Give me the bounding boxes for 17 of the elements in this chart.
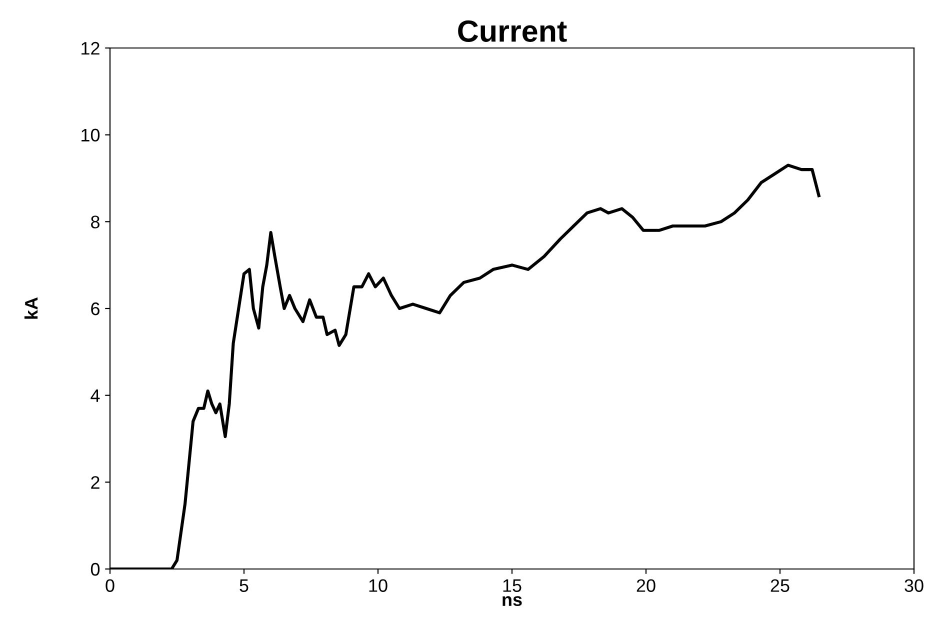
y-tick-label: 4 [90, 389, 100, 402]
x-tick-label: 5 [240, 579, 248, 592]
x-tick-label: 15 [503, 579, 522, 592]
x-tick-label: 30 [904, 579, 924, 592]
y-tick-label: 0 [90, 562, 100, 576]
x-tick-label: 10 [369, 579, 388, 592]
y-tick-label: 12 [82, 42, 100, 55]
y-tick-label: 2 [91, 476, 100, 489]
x-tick-label: 0 [106, 579, 114, 592]
y-tick-label: 8 [91, 216, 100, 228]
x-axis-title: ns [502, 596, 522, 606]
y-tick-label: 10 [82, 128, 100, 142]
y-tick-label: 6 [91, 302, 100, 316]
chart-title: Current [458, 20, 567, 42]
x-tick-label: 20 [636, 579, 656, 592]
y-axis-title: kA [24, 297, 38, 319]
x-tick-label: 25 [770, 579, 790, 592]
